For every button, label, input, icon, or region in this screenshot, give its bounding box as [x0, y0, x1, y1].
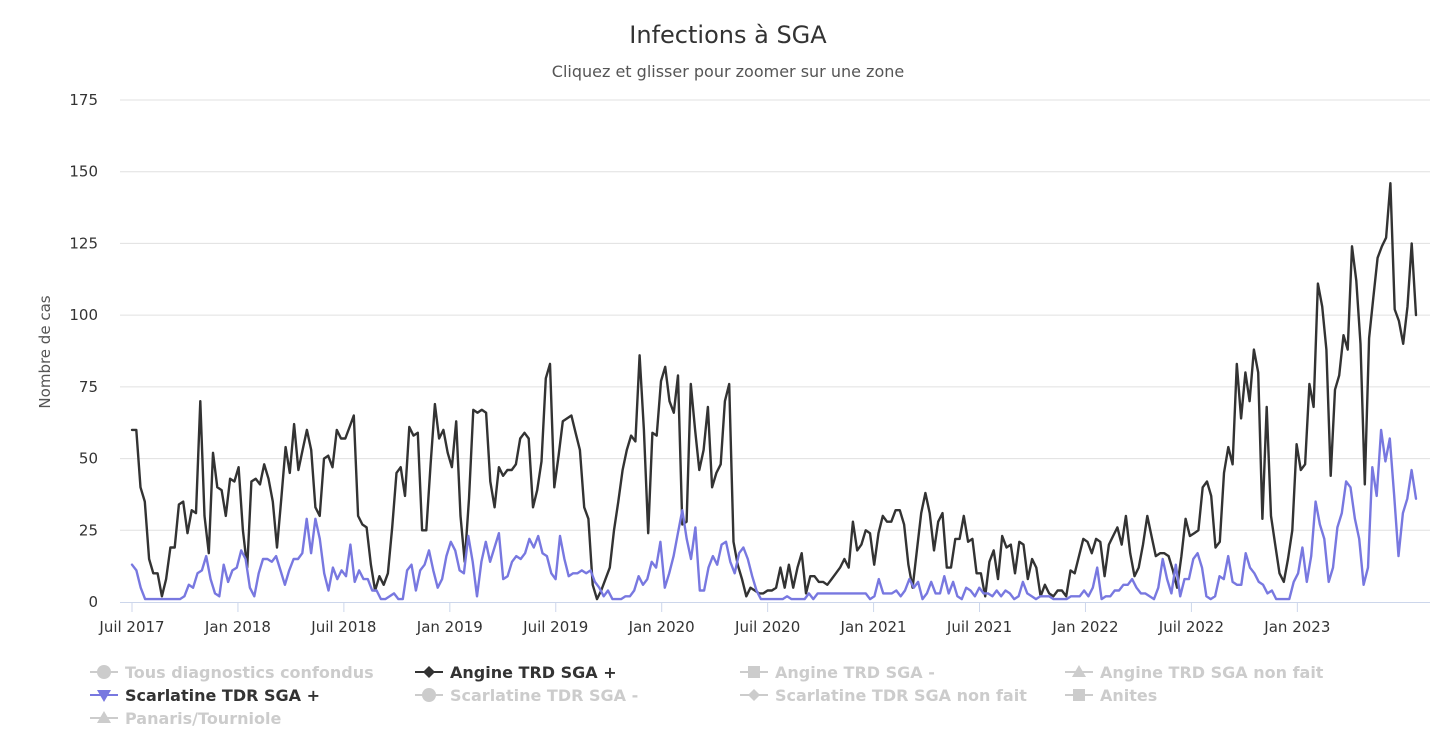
legend-label: Panaris/Tourniole	[125, 709, 281, 728]
legend-item[interactable]: Scarlatine TDR SGA -	[415, 686, 638, 705]
legend-item[interactable]: Panaris/Tourniole	[90, 709, 281, 728]
x-tick-label: Juil 2021	[946, 618, 1012, 636]
y-tick-label: 75	[79, 378, 98, 396]
y-tick-label: 25	[79, 521, 98, 539]
y-tick-label: 125	[69, 234, 98, 252]
x-tick-label: Juil 2019	[522, 618, 588, 636]
legend-item[interactable]: Angine TRD SGA non fait	[1065, 663, 1324, 682]
legend-label: Anites	[1100, 686, 1157, 705]
x-tick-label: Juil 2018	[310, 618, 376, 636]
y-tick-label: 0	[88, 593, 98, 611]
legend-item[interactable]: Anites	[1065, 686, 1157, 705]
y-axis-title: Nombre de cas	[36, 295, 54, 408]
legend-circle-icon	[422, 688, 436, 702]
legend-diamond-icon	[748, 689, 760, 701]
legend-square-icon	[1073, 689, 1085, 701]
legend-diamond-icon	[423, 666, 435, 678]
x-tick-label: Jan 2023	[1263, 618, 1330, 636]
legend-label: Angine TRD SGA -	[775, 663, 935, 682]
legend-item[interactable]: Angine TRD SGA -	[740, 663, 935, 682]
x-tick-label: Juil 2017	[98, 618, 164, 636]
y-tick-label: 175	[69, 91, 98, 109]
legend-label: Scarlatine TDR SGA +	[125, 686, 320, 705]
legend-label: Tous diagnostics confondus	[125, 663, 374, 682]
x-tick-label: Jan 2021	[840, 618, 907, 636]
legend-label: Angine TRD SGA +	[450, 663, 617, 682]
legend-triangle-down-icon	[97, 690, 111, 702]
x-tick-label: Jan 2019	[416, 618, 483, 636]
legend-item[interactable]: Tous diagnostics confondus	[90, 663, 374, 682]
y-tick-label: 150	[69, 163, 98, 181]
x-tick-label: Jan 2022	[1051, 618, 1118, 636]
legend-label: Scarlatine TDR SGA non fait	[775, 686, 1027, 705]
legend-circle-icon	[97, 665, 111, 679]
legend-label: Scarlatine TDR SGA -	[450, 686, 638, 705]
y-tick-label: 100	[69, 306, 98, 324]
gridlines	[120, 99, 1430, 531]
y-axis-ticks: 0 25 50 75 100 125 150 175	[69, 91, 98, 611]
legend-item[interactable]: Scarlatine TDR SGA +	[90, 686, 320, 705]
legend-item[interactable]: Scarlatine TDR SGA non fait	[740, 686, 1027, 705]
x-tick-label: Jan 2018	[204, 618, 271, 636]
x-tick-label: Juil 2020	[734, 618, 800, 636]
series-line-0[interactable]	[130, 181, 1418, 601]
x-tick-label: Juil 2022	[1158, 618, 1224, 636]
chart-title: Infections à SGA	[629, 21, 827, 49]
chart-subtitle: Cliquez et glisser pour zoomer sur une z…	[552, 62, 904, 81]
legend-label: Angine TRD SGA non fait	[1100, 663, 1324, 682]
legend-triangle-icon	[97, 711, 111, 723]
legend-square-icon	[748, 666, 760, 678]
series-lines[interactable]	[130, 181, 1418, 601]
series-line-1[interactable]	[130, 428, 1418, 601]
x-axis: Juil 2017 Jan 2018 Juil 2018 Jan 2019 Juil 2…	[98, 602, 1430, 636]
legend-item[interactable]: Angine TRD SGA +	[415, 663, 617, 682]
legend[interactable]: Tous diagnostics confondus Angine TRD SGA…	[90, 663, 1324, 728]
legend-triangle-icon	[1072, 665, 1086, 677]
x-tick-label: Jan 2020	[628, 618, 695, 636]
y-tick-label: 50	[79, 450, 98, 468]
